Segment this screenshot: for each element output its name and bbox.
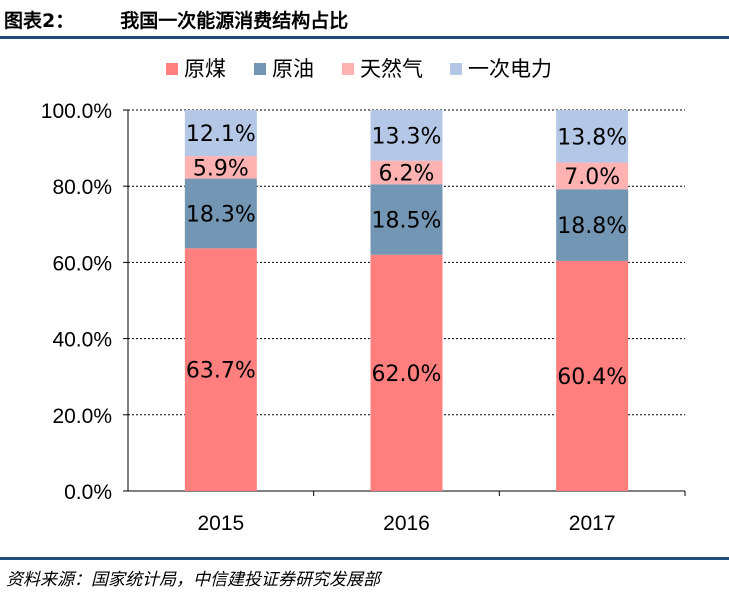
data-label: 6.2% (379, 161, 435, 186)
legend-swatch (450, 63, 462, 75)
top-rule (0, 36, 729, 39)
data-label: 18.5% (372, 209, 442, 234)
bar-segment (370, 160, 443, 185)
bar-segment (556, 110, 629, 163)
x-tick-label: 2017 (569, 512, 616, 535)
y-tick-label: 20.0% (52, 405, 112, 428)
data-label: 5.9% (193, 156, 249, 181)
stacked-bar-chart: 0.0% 20.0% 40.0% 60.0% 80.0% 100.0% 63.7% 18.3%… (41, 57, 686, 535)
y-tick-label: 0.0% (64, 481, 112, 504)
data-label: 13.3% (372, 124, 442, 149)
data-label: 12.1% (186, 122, 256, 147)
source-note: 资料来源：国家统计局，中信建投证券研究发展部 (6, 570, 380, 590)
bar-segment (370, 110, 443, 161)
data-label: 63.7% (186, 359, 256, 384)
bar-segment (184, 178, 257, 249)
bar-segment (184, 156, 257, 179)
legend-label: 原煤 (184, 57, 226, 81)
y-tick-label: 40.0% (52, 329, 112, 352)
bar-segment (370, 184, 443, 255)
legend-swatch (166, 63, 178, 75)
figure-label: 图表2： (4, 9, 75, 32)
bar-segment (184, 248, 257, 491)
legend-label: 天然气 (360, 57, 423, 81)
bar-segment (556, 162, 629, 190)
bar-segment (370, 254, 443, 491)
legend-label: 原油 (272, 57, 314, 81)
y-tick-label: 100.0% (41, 100, 112, 123)
x-tick-label: 2015 (197, 512, 244, 535)
figure-header: 图表2： 我国一次能源消费结构占比 (4, 4, 348, 34)
legend-swatch (254, 63, 266, 75)
legend-label: 一次电力 (468, 57, 552, 81)
bar-segment (556, 189, 629, 261)
data-label: 7.0% (564, 165, 620, 190)
chart-title: 我国一次能源消费结构占比 (120, 9, 349, 32)
bottom-rule (0, 557, 729, 560)
x-tick-label: 2016 (383, 512, 430, 535)
bar-segment (556, 260, 629, 491)
data-label: 13.8% (557, 125, 627, 150)
y-tick-label: 60.0% (52, 252, 112, 275)
data-label: 62.0% (372, 362, 442, 387)
y-tick-label: 80.0% (52, 176, 112, 199)
data-label: 18.8% (557, 214, 627, 239)
bar-segment (184, 110, 257, 157)
data-label: 60.4% (557, 365, 627, 390)
legend-swatch (342, 63, 354, 75)
data-label: 18.3% (186, 202, 256, 227)
